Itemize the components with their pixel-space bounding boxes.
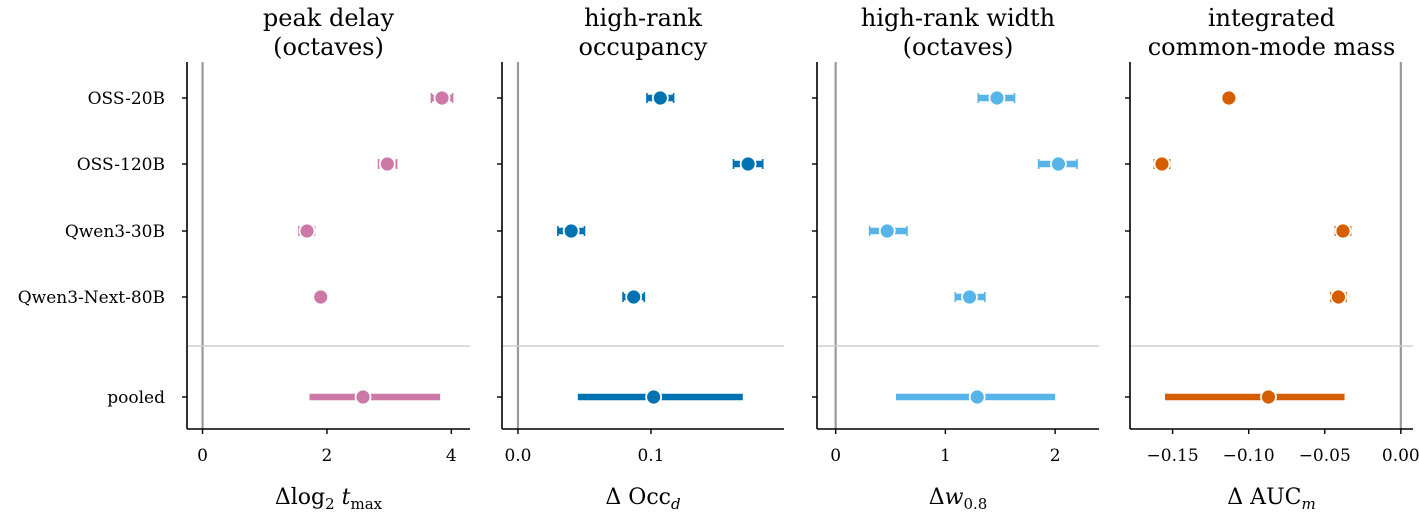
data-point (988, 89, 1006, 107)
y-tick-label: Qwen3-Next-80B (18, 288, 165, 308)
panel-title: common-mode mass (1148, 33, 1396, 61)
x-axis-label: Δlog2 tmax (275, 485, 383, 513)
panel-title: occupancy (579, 33, 708, 61)
x-tick-label: 0 (197, 446, 208, 466)
panel-title: high-rank width (861, 4, 1055, 32)
data-point (739, 155, 757, 173)
data-point (1334, 222, 1352, 240)
data-point (1050, 155, 1067, 173)
x-tick-label: 2 (1050, 446, 1061, 466)
data-point (1260, 388, 1277, 406)
y-tick-label: OSS-120B (77, 155, 165, 175)
x-axis-label: Δ Occd (605, 485, 680, 513)
data-point (961, 288, 978, 306)
data-point (378, 155, 396, 173)
panel-3: 0 1 2 high-rank width(octaves) Δw0.8 (812, 4, 1099, 513)
x-axis-label: Δ AUCm (1227, 485, 1315, 513)
data-point (645, 388, 663, 406)
x-tick-label: −0.05 (1299, 446, 1351, 466)
data-point (968, 388, 986, 406)
x-tick-label: 2 (322, 446, 333, 466)
y-tick-label: pooled (107, 388, 165, 408)
panel-title: integrated (1208, 4, 1335, 32)
panel-1: OSS-20B OSS-120B Qwen3-30B Qwen3-Next-80B po… (18, 4, 470, 513)
data-point (1220, 89, 1238, 107)
panel-title: high-rank (584, 4, 702, 32)
panel-4: −0.15 −0.10 −0.05 0.00 integratedcommon-mode… (1125, 4, 1419, 513)
panel-title: (octaves) (903, 33, 1014, 61)
x-axis-label: Δw0.8 (929, 485, 988, 513)
x-tick-label: 0.00 (1382, 446, 1419, 466)
x-tick-label: 4 (446, 446, 457, 466)
panel-title: peak delay (263, 4, 395, 32)
data-point (298, 222, 316, 240)
x-tick-label: 0 (830, 446, 841, 466)
data-point (1330, 288, 1347, 306)
y-tick-label: OSS-20B (88, 89, 165, 109)
data-point (562, 222, 580, 240)
x-tick-label: −0.10 (1223, 446, 1275, 466)
x-tick-label: −0.15 (1147, 446, 1199, 466)
data-point (354, 388, 372, 406)
x-tick-label: 0.1 (637, 446, 664, 466)
data-point (433, 89, 451, 107)
x-tick-label: 0.0 (504, 446, 531, 466)
data-point (651, 89, 669, 107)
y-tick-label: Qwen3-30B (65, 222, 165, 242)
panel-title: (octaves) (273, 33, 384, 61)
data-point (625, 288, 643, 306)
x-tick-label: 1 (940, 446, 951, 466)
data-point (878, 222, 896, 240)
data-point (312, 288, 330, 306)
data-point (1153, 155, 1171, 173)
